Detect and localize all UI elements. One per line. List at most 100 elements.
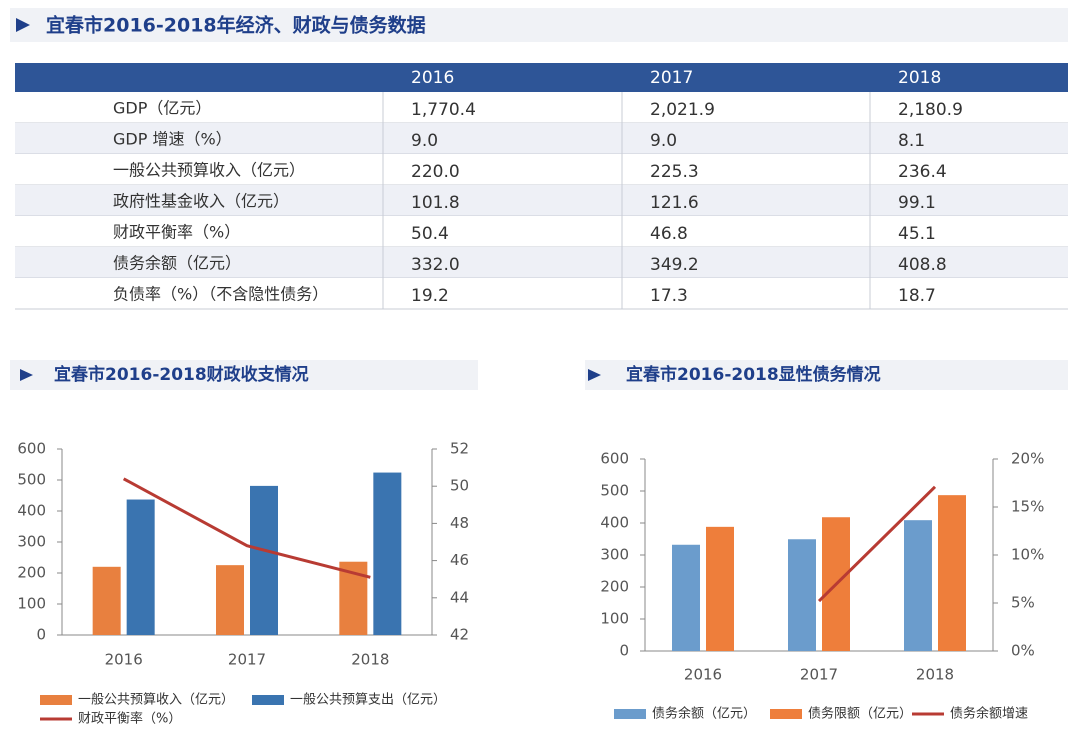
- cell: 9.0: [411, 131, 438, 151]
- y2-tick-label: 42: [450, 626, 469, 644]
- cell: 121.6: [650, 193, 699, 213]
- section-title: 宜春市2016-2018年经济、财政与债务数据: [46, 14, 426, 37]
- bar: [706, 526, 734, 651]
- bullet: [16, 18, 30, 32]
- bar: [672, 544, 700, 651]
- y-tick-label: 300: [17, 533, 46, 551]
- x-tick-label: 2018: [351, 651, 389, 669]
- x-tick-label: 2017: [228, 651, 266, 669]
- y-tick-label: 400: [600, 514, 629, 532]
- cell: 225.3: [650, 162, 699, 182]
- legend-swatch: [614, 709, 646, 719]
- x-tick-label: 2017: [800, 666, 838, 684]
- y2-tick-label: 50: [450, 477, 469, 495]
- y-tick-label: 600: [17, 440, 46, 458]
- x-tick-label: 2016: [684, 666, 722, 684]
- y-tick-label: 600: [600, 450, 629, 468]
- y2-tick-label: 20%: [1011, 450, 1044, 468]
- table-row: [15, 216, 1068, 247]
- table-header: [15, 63, 1068, 92]
- y-tick-label: 100: [600, 610, 629, 628]
- y2-tick-label: 52: [450, 440, 469, 458]
- x-tick-label: 2016: [105, 651, 143, 669]
- y-tick-label: 0: [619, 642, 629, 660]
- y2-tick-label: 48: [450, 514, 469, 532]
- bullet: [20, 369, 33, 381]
- table-row: [15, 185, 1068, 216]
- cell: 50.4: [411, 224, 449, 244]
- cell: 2,180.9: [898, 100, 963, 120]
- bar: [250, 485, 278, 635]
- row-label: GDP（亿元）: [113, 99, 211, 118]
- table-row: [15, 123, 1068, 154]
- bar: [126, 499, 155, 635]
- y2-tick-label: 5%: [1011, 594, 1035, 612]
- legend-swatch: [252, 695, 284, 705]
- legend-label: 债务余额增速: [950, 706, 1028, 722]
- row-label: 债务余额（亿元）: [113, 254, 241, 273]
- column-header: 2018: [898, 68, 941, 88]
- legend-label: 财政平衡率（%）: [78, 711, 181, 727]
- y-tick-label: 100: [17, 595, 46, 613]
- legend-label: 一般公共预算收入（亿元）: [78, 692, 234, 708]
- row-label: 财政平衡率（%）: [113, 223, 240, 242]
- cell: 220.0: [411, 162, 460, 182]
- bullet: [588, 369, 601, 381]
- table-row: [15, 278, 1068, 309]
- y-tick-label: 200: [600, 578, 629, 596]
- cell: 236.4: [898, 162, 947, 182]
- column-header: 2017: [650, 68, 693, 88]
- y-tick-label: 500: [17, 471, 46, 489]
- bar: [904, 520, 932, 651]
- legend-label: 债务余额（亿元）: [652, 706, 756, 722]
- row-label: 一般公共预算收入（亿元）: [113, 161, 305, 180]
- legend-swatch: [40, 695, 72, 705]
- cell: 8.1: [898, 131, 925, 151]
- table-row: [15, 92, 1068, 123]
- legend-label: 一般公共预算支出（亿元）: [290, 692, 446, 708]
- y2-tick-label: 10%: [1011, 546, 1044, 564]
- row-label: 负债率（%）（不含隐性债务）: [113, 285, 328, 304]
- cell: 45.1: [898, 224, 936, 244]
- y-tick-label: 200: [17, 564, 46, 582]
- y-tick-label: 400: [17, 502, 46, 520]
- bar: [938, 495, 966, 651]
- cell: 2,021.9: [650, 100, 715, 120]
- y2-tick-label: 0%: [1011, 642, 1035, 660]
- row-label: GDP 增速（%）: [113, 130, 232, 149]
- cell: 18.7: [898, 286, 936, 306]
- cell: 1,770.4: [411, 100, 476, 120]
- x-tick-label: 2018: [916, 666, 954, 684]
- y2-tick-label: 15%: [1011, 498, 1044, 516]
- cell: 9.0: [650, 131, 677, 151]
- bar: [92, 566, 121, 635]
- y-tick-label: 500: [600, 482, 629, 500]
- bar: [373, 472, 402, 635]
- title-bar: [585, 360, 1068, 390]
- chart-title: 宜春市2016-2018财政收支情况: [54, 364, 309, 385]
- legend-label: 债务限额（亿元）: [808, 706, 912, 722]
- table-row: [15, 154, 1068, 185]
- bar: [788, 539, 816, 651]
- cell: 101.8: [411, 193, 460, 213]
- y2-tick-label: 46: [450, 551, 469, 569]
- cell: 349.2: [650, 255, 699, 275]
- column-header: 2016: [411, 68, 454, 88]
- legend-swatch: [770, 709, 802, 719]
- cell: 46.8: [650, 224, 688, 244]
- cell: 17.3: [650, 286, 688, 306]
- y2-tick-label: 44: [450, 588, 469, 606]
- title-bar: [10, 8, 1068, 42]
- cell: 99.1: [898, 193, 936, 213]
- line: [817, 485, 937, 603]
- line: [122, 477, 371, 579]
- table-row: [15, 247, 1068, 278]
- title-bar: [10, 360, 478, 390]
- bar: [216, 565, 244, 635]
- cell: 19.2: [411, 286, 449, 306]
- y-tick-label: 300: [600, 546, 629, 564]
- row-label: 政府性基金收入（亿元）: [113, 192, 289, 211]
- y-tick-label: 0: [36, 626, 46, 644]
